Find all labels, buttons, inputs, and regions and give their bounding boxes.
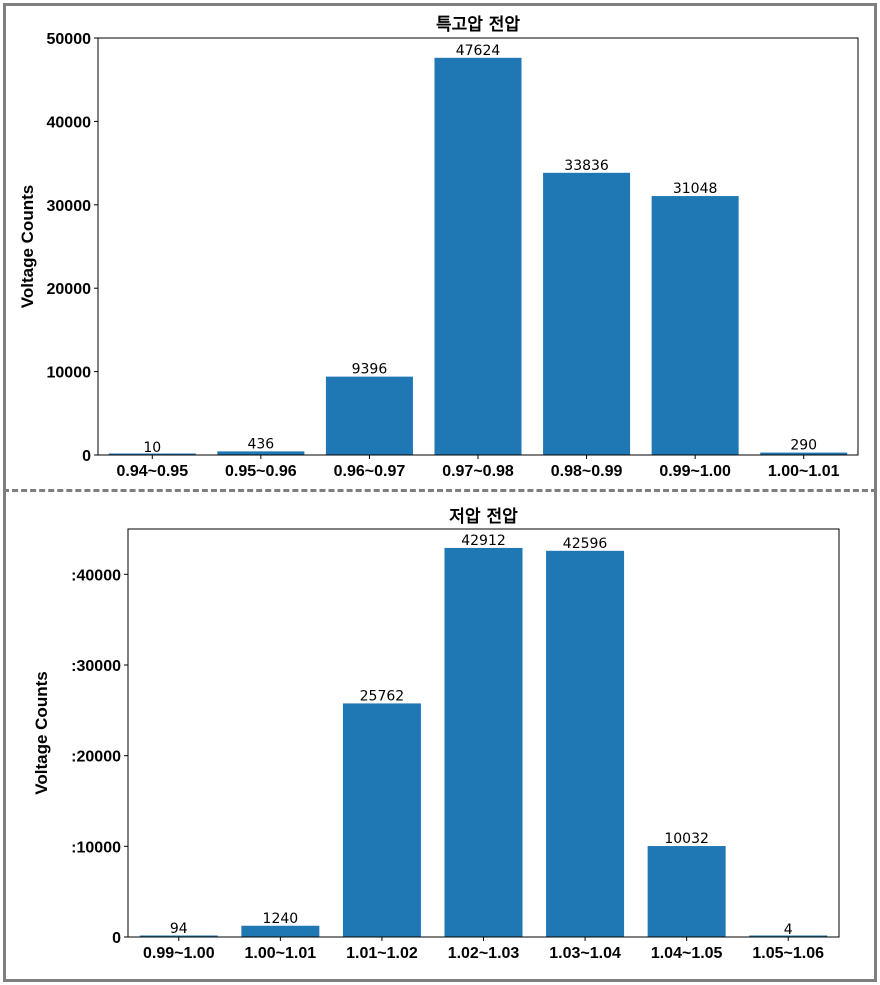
chart2-bar-2 xyxy=(342,703,421,937)
chart2-bar-0 xyxy=(139,935,218,937)
chart2-data-label-3: 42912 xyxy=(461,533,506,549)
figure-frame xyxy=(3,3,877,982)
chart1-y-tick-label-0: 0 xyxy=(82,448,91,465)
chart1-x-tick-label-0: 0.94~0.95 xyxy=(116,463,188,480)
chart2-data-label-1: 1240 xyxy=(263,911,299,927)
chart2-y-tick-label-2: :20000 xyxy=(71,749,121,766)
chart2-y-axis-label: Voltage Counts xyxy=(32,671,51,794)
chart2-bar-4 xyxy=(546,550,625,937)
chart1-y-axis-label: Voltage Counts xyxy=(18,185,37,308)
chart2-x-tick-label-2: 1.01~1.02 xyxy=(346,945,418,962)
chart2-x-tick-label-6: 1.05~1.06 xyxy=(752,945,824,962)
chart2-x-tick-label-4: 1.03~1.04 xyxy=(549,945,621,962)
chart-divider xyxy=(3,489,877,492)
chart2-bar-3 xyxy=(444,547,523,937)
chart2-x-tick-label-5: 1.04~1.05 xyxy=(651,945,723,962)
chart1-data-label-2: 9396 xyxy=(352,362,388,378)
chart2-y-tick-label-0: 0 xyxy=(112,930,121,947)
chart1-y-tick-label-2: 20000 xyxy=(47,281,92,298)
chart1-y-tick-label-1: 10000 xyxy=(47,365,92,382)
chart2-bar-5 xyxy=(647,846,726,937)
chart2-data-label-5: 10032 xyxy=(664,831,709,847)
chart2-x-tick-label-0: 0.99~1.00 xyxy=(143,945,215,962)
chart1-bar-1 xyxy=(217,451,305,455)
chart-top-high-voltage: 특고압 전압 Voltage Counts 10 0.94~0.95 436 0.95~0… xyxy=(18,14,859,480)
chart1-x-tick-label-2: 0.96~0.97 xyxy=(334,463,406,480)
chart1-bar-3 xyxy=(434,57,522,455)
chart2-y-tick-label-1: :10000 xyxy=(71,839,121,856)
chart1-plot-frame xyxy=(97,37,859,456)
chart2-bar-6 xyxy=(749,935,828,937)
chart1-data-label-5: 31048 xyxy=(673,181,718,197)
chart1-data-label-3: 47624 xyxy=(456,43,501,59)
chart1-y-tick-label-5: 50000 xyxy=(47,31,92,48)
chart1-x-tick-label-4: 0.98~0.99 xyxy=(551,463,623,480)
chart2-y-tick-label-3: :30000 xyxy=(71,658,121,675)
chart2-data-label-6: 4 xyxy=(784,922,793,938)
chart1-bar-0 xyxy=(108,453,196,455)
chart1-data-label-6: 290 xyxy=(790,438,817,454)
chart2-x-tick-label-1: 1.00~1.01 xyxy=(245,945,317,962)
chart1-bar-5 xyxy=(651,196,739,455)
chart2-y-tick-label-4: :40000 xyxy=(71,567,121,584)
chart2-bar-1 xyxy=(241,925,320,937)
chart1-data-label-0: 10 xyxy=(143,440,161,456)
chart2-data-label-0: 94 xyxy=(170,921,188,937)
chart1-x-tick-label-3: 0.97~0.98 xyxy=(442,463,514,480)
chart1-bar-4 xyxy=(543,172,631,456)
chart2-plot-frame xyxy=(127,528,840,938)
chart2-title: 저압 전압 xyxy=(449,506,518,527)
chart1-y-tick-label-4: 40000 xyxy=(47,114,92,131)
chart1-x-tick-label-5: 0.99~1.00 xyxy=(659,463,731,480)
chart1-bar-2 xyxy=(325,376,413,455)
chart1-x-tick-label-1: 0.95~0.96 xyxy=(225,463,297,480)
chart1-x-tick-label-6: 1.00~1.01 xyxy=(768,463,840,480)
chart2-data-label-2: 25762 xyxy=(360,688,405,704)
chart1-data-label-4: 33836 xyxy=(564,158,609,174)
chart1-y-tick-label-3: 30000 xyxy=(47,198,92,215)
chart1-data-label-1: 436 xyxy=(247,436,274,452)
chart2-x-tick-label-3: 1.02~1.03 xyxy=(448,945,520,962)
chart2-data-label-4: 42596 xyxy=(563,536,608,552)
chart1-bar-6 xyxy=(760,452,848,455)
chart1-title: 특고압 전압 xyxy=(436,14,520,35)
